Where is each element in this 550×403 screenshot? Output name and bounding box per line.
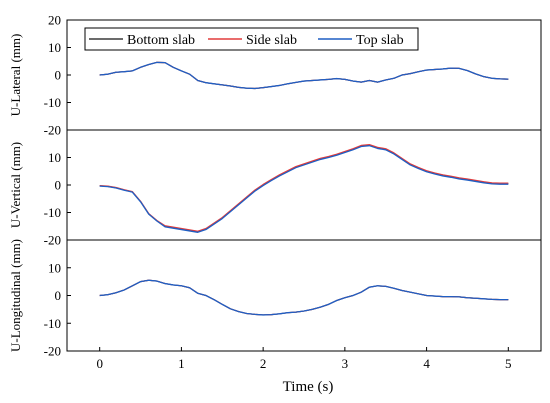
- y-axis-label: U-Longitudinal (mm): [8, 239, 23, 352]
- y-tick-label: -10: [44, 95, 61, 110]
- panel-frame: [66, 239, 542, 352]
- y-tick-label: -10: [44, 205, 61, 220]
- series-line-top-slab: [99, 279, 509, 316]
- series-line-side-slab: [99, 143, 509, 232]
- y-tick-label: -20: [44, 123, 61, 138]
- chart-panels: 20 10 0 -10 -20 U-Lateral (mm) 10 0 -10 -20 U-Vert…: [8, 13, 542, 359]
- y-tick-label: 10: [48, 40, 61, 55]
- legend: Bottom slab Side slab Top slab: [84, 27, 419, 51]
- x-tick-label: 5: [505, 356, 512, 371]
- x-tick-label: 3: [342, 356, 349, 371]
- panel-3: 10 0 -10 -20 U-Longitudinal (mm): [8, 239, 542, 359]
- x-tick-label: 0: [96, 356, 103, 371]
- panel-2: 10 0 -10 -20 U-Vertical (mm): [8, 129, 542, 248]
- series-line-top-slab: [99, 145, 509, 233]
- x-axis-label: Time (s): [283, 379, 334, 395]
- y-tick-label: 0: [55, 178, 62, 193]
- x-tick-label: 4: [423, 356, 430, 371]
- legend-label-2: Side slab: [246, 33, 297, 48]
- y-tick-label: 0: [55, 68, 62, 83]
- series-line-side-slab: [99, 61, 509, 90]
- legend-label-1: Bottom slab: [127, 33, 195, 48]
- x-axis: 0 1 2 3 4 5: [96, 347, 512, 371]
- series-line-bottom-slab: [99, 144, 509, 233]
- y-tick-label: 0: [55, 288, 62, 303]
- y-tick-label: -20: [44, 344, 61, 359]
- y-tick-label: 10: [48, 260, 61, 275]
- series-line-bottom-slab: [99, 279, 509, 316]
- series-line-side-slab: [99, 279, 509, 316]
- legend-label-3: Top slab: [356, 33, 404, 48]
- x-tick-label: 1: [178, 356, 185, 371]
- legend-box: [84, 27, 419, 51]
- y-tick-label: 20: [48, 13, 61, 28]
- series-line-top-slab: [99, 61, 509, 90]
- y-tick-label: -20: [44, 233, 61, 248]
- y-axis-label: U-Vertical (mm): [8, 142, 23, 228]
- y-tick-label: -10: [44, 316, 61, 331]
- panel-frame: [66, 129, 542, 241]
- series-line-bottom-slab: [99, 61, 509, 90]
- y-tick-label: 10: [48, 150, 61, 165]
- y-axis-label: U-Lateral (mm): [8, 34, 23, 117]
- x-tick-label: 2: [260, 356, 267, 371]
